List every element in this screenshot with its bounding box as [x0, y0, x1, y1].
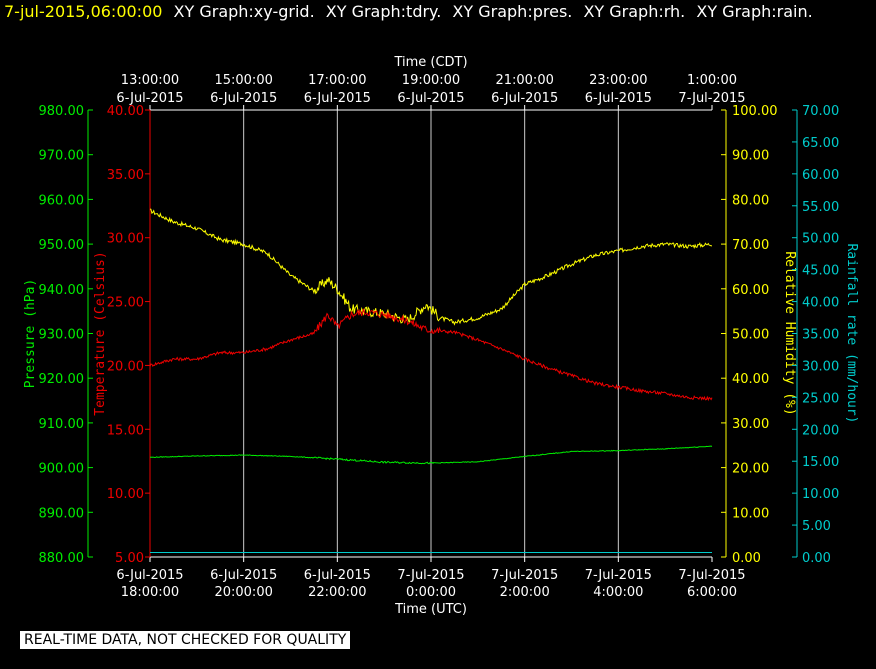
rh-tick-label: 80.00	[732, 193, 769, 208]
top-tick-date: 6-Jul-2015	[304, 91, 371, 106]
graph-label-rh: XY Graph:rh.	[583, 2, 686, 21]
pressure-tick-label: 910.00	[39, 417, 85, 432]
bottom-tick-date: 7-Jul-2015	[678, 568, 745, 583]
rain-tick-label: 20.00	[802, 423, 839, 438]
top-tick-time: 15:00:00	[214, 73, 272, 88]
graph-label-pres: XY Graph:pres.	[452, 2, 573, 21]
rain-tick-label: 40.00	[802, 296, 839, 311]
bottom-tick-time: 18:00:00	[121, 585, 179, 600]
pressure-tick-label: 920.00	[39, 372, 85, 387]
temperature-tick-label: 40.00	[107, 104, 144, 119]
bottom-tick-date: 7-Jul-2015	[397, 568, 464, 583]
rain-tick-label: 35.00	[802, 328, 839, 343]
rh-tick-label: 100.00	[732, 104, 778, 119]
chart-header: 7-jul-2015,06:00:00 XY Graph:xy-grid. XY…	[4, 2, 813, 21]
top-tick-date: 7-Jul-2015	[678, 91, 745, 106]
temperature-tick-label: 25.00	[107, 296, 144, 311]
temperature-series-line	[149, 308, 713, 402]
temperature-tick-label: 30.00	[107, 232, 144, 247]
top-tick-date: 6-Jul-2015	[116, 91, 183, 106]
graph-label-xy-grid: XY Graph:xy-grid.	[173, 2, 315, 21]
rain-tick-label: 25.00	[802, 391, 839, 406]
bottom-tick-time: 6:00:00	[687, 585, 737, 600]
pressure-series-line	[149, 445, 713, 465]
pressure-tick-label: 950.00	[39, 238, 85, 253]
rh-tick-label: 70.00	[732, 238, 769, 253]
bottom-tick-time: 4:00:00	[593, 585, 643, 600]
rh-axis-title: Relative Humidity (%)	[782, 251, 797, 415]
bottom-tick-time: 0:00:00	[406, 585, 456, 600]
pressure-tick-label: 980.00	[39, 104, 85, 119]
bottom-tick-time: 22:00:00	[308, 585, 366, 600]
rh-series-line	[149, 208, 713, 326]
top-tick-date: 6-Jul-2015	[585, 91, 652, 106]
temperature-tick-label: 20.00	[107, 359, 144, 374]
bottom-tick-date: 7-Jul-2015	[491, 568, 558, 583]
timestamp: 7-jul-2015,06:00:00	[4, 2, 163, 21]
top-tick-time: 23:00:00	[589, 73, 647, 88]
top-tick-time: 17:00:00	[308, 73, 366, 88]
pressure-tick-label: 900.00	[39, 462, 85, 477]
rain-tick-label: 65.00	[802, 136, 839, 151]
temperature-tick-label: 10.00	[107, 487, 144, 502]
pressure-tick-label: 970.00	[39, 149, 85, 164]
bottom-tick-date: 6-Jul-2015	[116, 568, 183, 583]
rh-tick-label: 0.00	[732, 551, 761, 566]
temperature-tick-label: 5.00	[115, 551, 144, 566]
rh-tick-label: 30.00	[732, 417, 769, 432]
rain-tick-label: 60.00	[802, 168, 839, 183]
pressure-tick-label: 890.00	[39, 506, 85, 521]
bottom-tick-date: 7-Jul-2015	[585, 568, 652, 583]
bottom-tick-time: 2:00:00	[500, 585, 550, 600]
rain-tick-label: 50.00	[802, 232, 839, 247]
rh-tick-label: 90.00	[732, 149, 769, 164]
graph-label-rain: XY Graph:rain.	[696, 2, 813, 21]
rain-tick-label: 15.00	[802, 455, 839, 470]
rh-tick-label: 10.00	[732, 506, 769, 521]
top-tick-date: 6-Jul-2015	[397, 91, 464, 106]
top-tick-date: 6-Jul-2015	[210, 91, 277, 106]
bottom-tick-date: 6-Jul-2015	[210, 568, 277, 583]
pressure-tick-label: 940.00	[39, 283, 85, 298]
temperature-axis-title: Temperature (Celsius)	[93, 251, 108, 415]
top-tick-date: 6-Jul-2015	[491, 91, 558, 106]
top-tick-time: 21:00:00	[495, 73, 553, 88]
bottom-tick-time: 20:00:00	[214, 585, 272, 600]
pressure-axis-title: Pressure (hPa)	[23, 279, 38, 389]
temperature-tick-label: 35.00	[107, 168, 144, 183]
pressure-tick-label: 880.00	[39, 551, 85, 566]
rain-tick-label: 0.00	[802, 551, 831, 566]
bottom-axis-title: Time (UTC)	[394, 602, 467, 617]
rain-tick-label: 55.00	[802, 200, 839, 215]
rain-tick-label: 70.00	[802, 104, 839, 119]
quality-warning-badge: REAL-TIME DATA, NOT CHECKED FOR QUALITY	[20, 631, 351, 649]
rain-axis-title: Rainfall rate (mm/hour)	[844, 243, 859, 423]
rain-tick-label: 45.00	[802, 264, 839, 279]
rh-tick-label: 60.00	[732, 283, 769, 298]
temperature-tick-label: 15.00	[107, 423, 144, 438]
pressure-tick-label: 930.00	[39, 328, 85, 343]
rh-tick-label: 20.00	[732, 462, 769, 477]
rain-tick-label: 5.00	[802, 519, 831, 534]
top-tick-time: 13:00:00	[121, 73, 179, 88]
top-tick-time: 19:00:00	[402, 73, 460, 88]
top-axis-title: Time (CDT)	[393, 55, 467, 70]
rain-tick-label: 10.00	[802, 487, 839, 502]
rain-tick-label: 30.00	[802, 359, 839, 374]
bottom-tick-date: 6-Jul-2015	[304, 568, 371, 583]
rh-tick-label: 40.00	[732, 372, 769, 387]
rh-tick-label: 50.00	[732, 328, 769, 343]
top-tick-time: 1:00:00	[687, 73, 737, 88]
pressure-tick-label: 960.00	[39, 193, 85, 208]
graph-label-tdry: XY Graph:tdry.	[325, 2, 442, 21]
